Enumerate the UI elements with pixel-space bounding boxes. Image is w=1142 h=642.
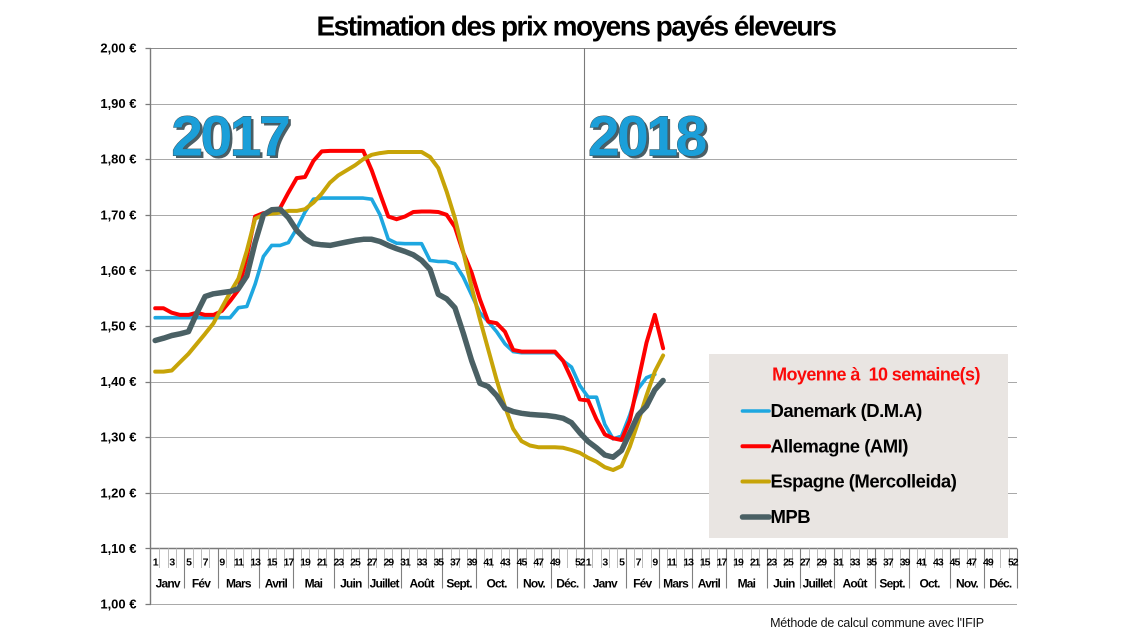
svg-text:41: 41 [916,557,927,569]
svg-text:Avril: Avril [265,577,288,591]
svg-text:Juillet: Juillet [803,577,833,591]
svg-text:15: 15 [267,557,278,569]
svg-text:41: 41 [483,557,494,569]
svg-text:47: 47 [966,557,977,569]
svg-text:25: 25 [350,557,361,569]
svg-text:Méthode de calcul commune avec: Méthode de calcul commune avec l'IFIP [770,616,984,630]
svg-text:Janv: Janv [593,577,618,591]
svg-text:45: 45 [517,557,528,569]
svg-text:Mai: Mai [305,577,323,591]
svg-text:1,90 €: 1,90 € [100,96,136,111]
svg-text:Estimation des prix moyens pay: Estimation des prix moyens payés éleveur… [317,11,837,42]
svg-text:Danemark (D.M.A): Danemark (D.M.A) [771,400,923,421]
svg-text:1,60 €: 1,60 € [100,263,136,278]
svg-text:31: 31 [833,557,844,569]
svg-text:33: 33 [850,557,861,569]
svg-text:47: 47 [533,557,544,569]
svg-text:23: 23 [767,557,778,569]
svg-text:49: 49 [550,557,561,569]
svg-text:3: 3 [602,557,608,569]
svg-text:1,50 €: 1,50 € [100,319,136,334]
svg-text:27: 27 [367,557,378,569]
svg-text:Mars: Mars [663,577,689,591]
svg-text:17: 17 [717,557,728,569]
svg-text:Juin: Juin [773,577,795,591]
svg-text:Espagne (Mercolleida): Espagne (Mercolleida) [771,471,957,492]
svg-text:37: 37 [450,557,461,569]
svg-text:Avril: Avril [698,577,721,591]
svg-text:23: 23 [334,557,345,569]
svg-text:2,00 €: 2,00 € [100,41,136,56]
svg-text:Juin: Juin [340,577,362,591]
svg-text:1,40 €: 1,40 € [100,374,136,389]
svg-text:MPB: MPB [771,506,811,527]
svg-text:43: 43 [500,557,511,569]
svg-text:Déc.: Déc. [556,577,579,591]
svg-text:31: 31 [400,557,411,569]
svg-text:Déc.: Déc. [989,577,1012,591]
svg-text:Mai: Mai [738,577,756,591]
svg-text:17: 17 [284,557,295,569]
svg-text:1: 1 [153,557,159,569]
svg-text:37: 37 [883,557,894,569]
svg-text:Fév: Fév [633,577,652,591]
svg-text:Mars: Mars [226,577,252,591]
svg-text:11: 11 [234,557,244,569]
svg-text:9: 9 [652,557,658,569]
svg-text:29: 29 [383,557,394,569]
svg-text:19: 19 [300,557,311,569]
svg-text:5: 5 [619,557,625,569]
svg-text:1,80 €: 1,80 € [100,152,136,167]
svg-text:Oct.: Oct. [487,577,508,591]
svg-text:1,20 €: 1,20 € [100,485,136,500]
svg-text:Sept.: Sept. [446,577,472,591]
svg-text:11: 11 [667,557,677,569]
svg-text:2017: 2017 [171,105,289,169]
svg-text:Fév: Fév [192,577,211,591]
svg-text:13: 13 [683,557,694,569]
svg-text:25: 25 [783,557,794,569]
svg-text:49: 49 [983,557,994,569]
svg-text:35: 35 [866,557,877,569]
svg-text:1,00 €: 1,00 € [100,597,136,612]
svg-text:Sept.: Sept. [879,577,905,591]
svg-text:52: 52 [1008,557,1019,569]
svg-text:2017: 2017 [174,107,292,171]
svg-text:2018: 2018 [588,105,706,169]
svg-text:27: 27 [800,557,811,569]
svg-text:1: 1 [586,557,592,569]
svg-text:29: 29 [816,557,827,569]
svg-text:Janv: Janv [156,577,181,591]
svg-text:1,70 €: 1,70 € [100,207,136,222]
svg-text:15: 15 [700,557,711,569]
svg-text:45: 45 [950,557,961,569]
svg-text:33: 33 [417,557,428,569]
svg-text:Nov.: Nov. [523,577,545,591]
svg-text:52: 52 [575,557,586,569]
svg-text:13: 13 [250,557,261,569]
svg-text:19: 19 [733,557,744,569]
svg-text:Août: Août [410,577,435,591]
svg-text:7: 7 [203,557,209,569]
svg-text:39: 39 [467,557,478,569]
svg-text:Oct.: Oct. [920,577,941,591]
svg-text:Août: Août [843,577,868,591]
svg-text:9: 9 [219,557,225,569]
svg-text:1,30 €: 1,30 € [100,430,136,445]
svg-text:Moyenne à 10 semaine(s): Moyenne à 10 semaine(s) [772,365,980,385]
svg-text:3: 3 [169,557,175,569]
svg-text:5: 5 [186,557,192,569]
svg-text:39: 39 [900,557,911,569]
svg-text:Juillet: Juillet [370,577,400,591]
svg-text:1,10 €: 1,10 € [100,541,136,556]
svg-text:35: 35 [433,557,444,569]
svg-text:21: 21 [750,557,761,569]
svg-text:2018: 2018 [591,107,709,171]
svg-text:Nov.: Nov. [956,577,978,591]
svg-text:21: 21 [317,557,328,569]
svg-text:7: 7 [636,557,642,569]
svg-text:Allemagne (AMI): Allemagne (AMI) [771,436,909,457]
svg-text:43: 43 [933,557,944,569]
